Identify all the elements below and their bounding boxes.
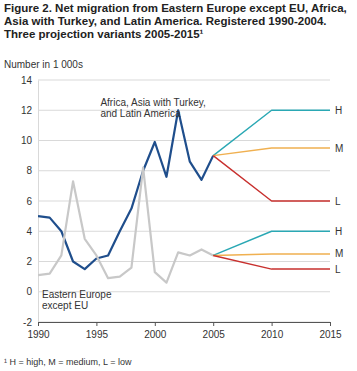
plot: -2 0 2 4 6 8 10 12 14 1990 1995 2000 2005 2010 2015 Afr… [21, 75, 343, 340]
x-tick: 2010 [261, 322, 284, 340]
y-tick: -2 [23, 317, 38, 328]
y-tick-label: 10 [21, 135, 33, 146]
x-axis: 1990 1995 2000 2005 2010 2015 [27, 322, 342, 340]
y-tick: 2 [26, 256, 38, 267]
x-tick-label: 2010 [261, 329, 284, 340]
series-end-label: M [335, 248, 343, 259]
grid-line [38, 322, 330, 323]
chart-title: Figure 2. Net migration from Eastern Eur… [4, 2, 347, 40]
x-tick: 2000 [144, 322, 167, 340]
series-line [213, 231, 330, 255]
series-end-label: H [335, 105, 342, 116]
x-tick: 1990 [27, 322, 50, 340]
text-line: Asia with Turkey, and Latin America. Reg… [4, 15, 327, 27]
y-tick-label: -2 [23, 317, 32, 328]
x-tick: 2005 [203, 322, 226, 340]
text-line: Eastern Europe [42, 289, 112, 300]
x-tick: 2015 [319, 322, 342, 340]
series-annotation: Africa, Asia with Turkey,and Latin Ameri… [100, 97, 205, 119]
series-end-label: H [335, 226, 342, 237]
y-tick: 8 [26, 165, 38, 176]
y-tick-label: 0 [26, 286, 32, 297]
y-tick-label: 6 [26, 196, 32, 207]
x-tick-label: 1995 [86, 329, 109, 340]
text-line: Figure 2. Net migration from Eastern Eur… [4, 2, 347, 14]
grid-line [38, 80, 330, 81]
x-tick-mark [213, 322, 214, 326]
grid-line [38, 170, 330, 171]
x-tick: 1995 [86, 322, 109, 340]
grid [38, 80, 330, 322]
x-tick-mark [96, 322, 97, 326]
y-tick: 14 [21, 75, 38, 86]
series-line [213, 148, 330, 156]
y-tick-label: 2 [26, 256, 32, 267]
y-tick-label: 4 [26, 226, 32, 237]
x-tick-mark [330, 322, 331, 326]
grid-line [38, 261, 330, 262]
y-axis-line [38, 81, 39, 323]
series-end-label: L [335, 196, 341, 207]
y-tick-label: 12 [21, 105, 33, 116]
series-line [213, 156, 330, 201]
y-tick: 6 [26, 196, 38, 207]
series-line [213, 110, 330, 155]
series-end-label: L [335, 264, 341, 275]
x-tick-label: 2015 [319, 329, 342, 340]
x-tick-label: 1990 [27, 329, 50, 340]
x-tick-mark [155, 322, 156, 326]
series-line [213, 254, 330, 256]
y-tick: 10 [21, 135, 38, 146]
labels: Africa, Asia with Turkey,and Latin Ameri… [42, 97, 343, 311]
series-line [213, 255, 330, 269]
y-axis-label: Number in 1 000s [4, 59, 83, 70]
y-tick-label: 14 [21, 75, 33, 86]
lines [38, 110, 330, 282]
x-tick-label: 2000 [144, 329, 167, 340]
y-tick: 12 [21, 105, 38, 116]
series-line [38, 168, 213, 283]
x-tick-mark [272, 322, 273, 326]
y-axis: -2 0 2 4 6 8 10 12 14 [21, 75, 39, 328]
y-tick-label: 8 [26, 165, 32, 176]
x-tick-mark [38, 322, 39, 326]
y-tick: 0 [26, 286, 38, 297]
series-end-label: M [335, 143, 343, 154]
y-tick: 4 [26, 226, 38, 237]
text-line: except EU [42, 300, 88, 311]
series-annotation: Eastern Europeexcept EU [42, 289, 112, 311]
series-line [38, 110, 213, 269]
text-line: and Latin America [100, 108, 180, 119]
text-line: Three projection variants 2005-2015¹ [4, 28, 204, 40]
footnote: ¹ H = high, M = medium, L = low [4, 357, 132, 367]
text-line: Africa, Asia with Turkey, [100, 97, 205, 108]
x-tick-label: 2005 [203, 329, 226, 340]
x-axis-line [39, 322, 331, 323]
